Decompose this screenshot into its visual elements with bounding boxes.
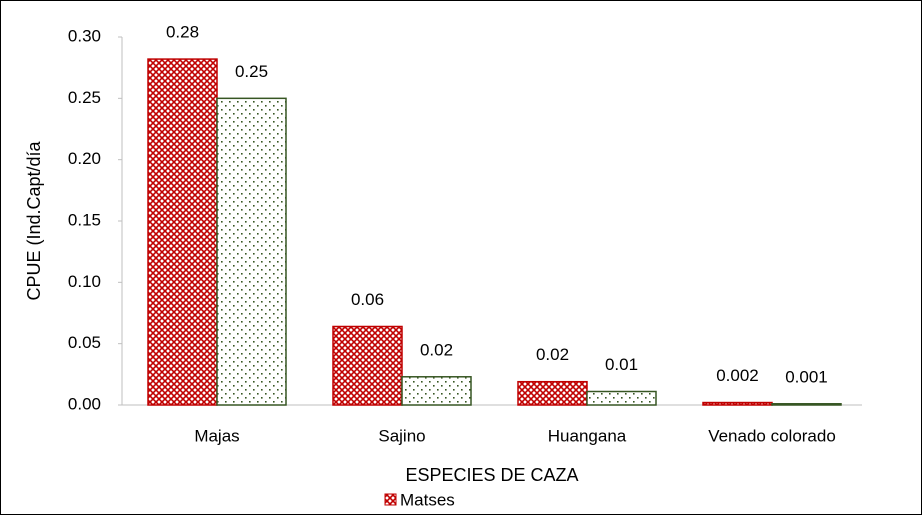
y-tick-label: 0.15	[68, 210, 101, 229]
y-tick-label: 0.00	[68, 394, 101, 413]
y-tick-label: 0.05	[68, 333, 101, 352]
data-label: 0.001	[785, 367, 828, 386]
data-label: 0.01	[605, 355, 638, 374]
data-label: 0.28	[166, 23, 199, 42]
bar	[702, 401, 773, 406]
data-label: 0.02	[536, 345, 569, 364]
data-label: 0.02	[420, 340, 453, 359]
legend-swatch	[384, 493, 397, 506]
data-label: 0.06	[351, 290, 384, 309]
bar	[332, 325, 403, 406]
bar	[517, 380, 588, 406]
y-axis-title: CPUE (Ind.Capt/día	[24, 140, 44, 300]
y-tick-label: 0.25	[68, 88, 101, 107]
x-tick-label: Huangana	[548, 426, 627, 445]
legend-label: Matses	[400, 490, 455, 509]
bar	[586, 390, 657, 406]
bar	[401, 376, 472, 406]
x-tick-label: Venado colorado	[708, 426, 836, 445]
y-tick-label: 0.30	[68, 26, 101, 45]
bar	[147, 58, 218, 406]
data-label: 0.25	[235, 62, 268, 81]
bar	[771, 403, 842, 406]
x-tick-label: Sajino	[378, 426, 425, 445]
x-tick-label: Majas	[194, 426, 239, 445]
y-tick-label: 0.10	[68, 272, 101, 291]
y-tick-label: 0.20	[68, 149, 101, 168]
data-label: 0.002	[716, 366, 759, 385]
x-axis-title: ESPECIES DE CAZA	[405, 465, 578, 485]
bar	[216, 97, 287, 406]
